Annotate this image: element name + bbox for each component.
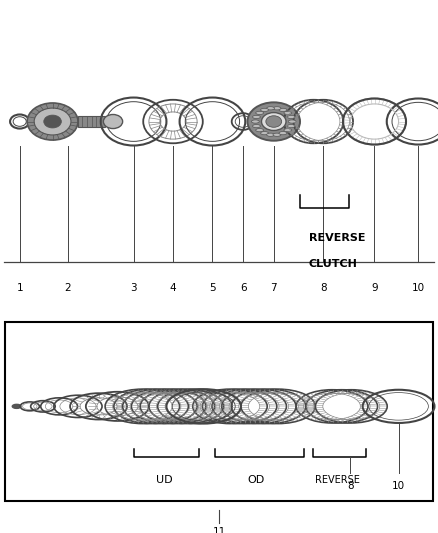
Text: 10: 10 (392, 481, 405, 491)
Text: UD: UD (156, 475, 173, 485)
Circle shape (247, 102, 300, 141)
Text: REVERSE: REVERSE (315, 475, 360, 485)
Text: 1: 1 (16, 283, 23, 293)
Text: 11: 11 (212, 527, 226, 533)
Ellipse shape (279, 108, 287, 111)
Ellipse shape (256, 128, 264, 132)
Text: 2: 2 (64, 283, 71, 293)
Text: 3: 3 (130, 283, 137, 293)
Ellipse shape (279, 132, 287, 135)
Text: OD: OD (247, 475, 265, 485)
Ellipse shape (253, 115, 261, 118)
Ellipse shape (253, 125, 261, 128)
Text: 8: 8 (320, 283, 327, 293)
Text: 10: 10 (412, 283, 425, 293)
Text: 8: 8 (347, 481, 354, 491)
Ellipse shape (267, 133, 275, 136)
Circle shape (44, 115, 61, 128)
Ellipse shape (273, 107, 281, 110)
Ellipse shape (284, 128, 292, 132)
Ellipse shape (261, 108, 268, 111)
Bar (78, 116, 105, 127)
Circle shape (266, 116, 282, 127)
Ellipse shape (287, 125, 295, 128)
Text: 9: 9 (371, 283, 378, 293)
Text: 5: 5 (209, 283, 216, 293)
Ellipse shape (288, 120, 296, 123)
Circle shape (34, 108, 71, 135)
Ellipse shape (273, 133, 281, 136)
Bar (5, 322, 433, 500)
Circle shape (27, 103, 78, 140)
Circle shape (103, 115, 123, 128)
Circle shape (12, 405, 21, 408)
Ellipse shape (256, 111, 264, 115)
Text: CLUTCH: CLUTCH (309, 259, 358, 269)
Text: 4: 4 (170, 283, 177, 293)
Ellipse shape (261, 132, 268, 135)
Ellipse shape (284, 111, 292, 115)
Text: REVERSE: REVERSE (309, 233, 365, 244)
Text: 6: 6 (240, 283, 247, 293)
Ellipse shape (267, 107, 275, 110)
Ellipse shape (287, 115, 295, 118)
Ellipse shape (251, 120, 259, 123)
Text: 7: 7 (270, 283, 277, 293)
Circle shape (261, 112, 286, 131)
